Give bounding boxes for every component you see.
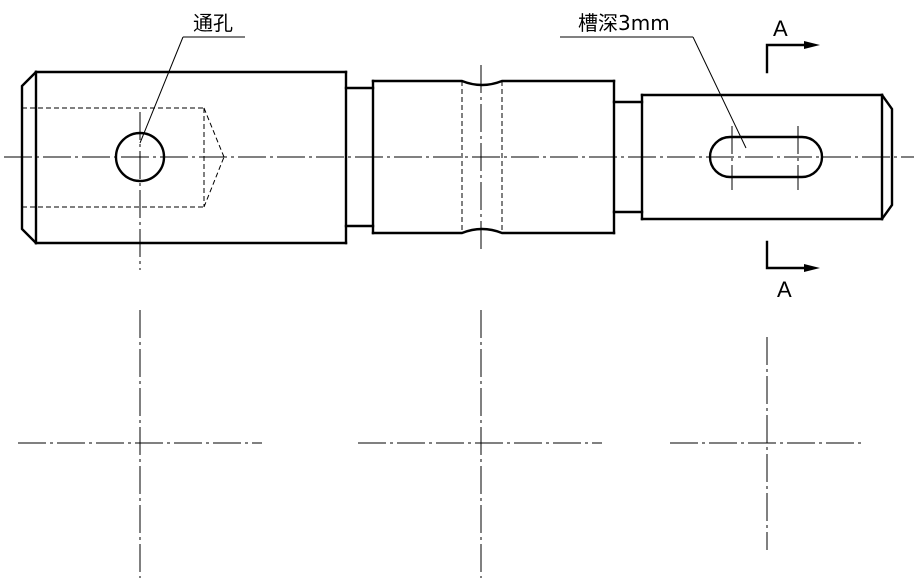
section-letter-top: A xyxy=(773,16,788,41)
left-shaft-section xyxy=(20,70,348,245)
right-shaft-section xyxy=(640,93,894,221)
keyway-slot xyxy=(708,135,824,179)
section-cut-top xyxy=(765,41,820,74)
right-neck xyxy=(612,100,644,214)
section-view-right-centerlines xyxy=(670,337,865,550)
section-view-middle-centerlines xyxy=(358,310,602,578)
section-cut-bottom xyxy=(765,240,820,272)
slot-depth-annotation: 槽深3mm xyxy=(578,11,670,35)
section-letter-bottom: A xyxy=(777,277,792,302)
middle-shaft-section xyxy=(371,79,616,235)
through-hole-leader xyxy=(139,36,245,144)
left-neck xyxy=(344,86,375,228)
through-hole-annotation: 通孔 xyxy=(193,11,233,35)
slot-depth-leader xyxy=(560,36,747,149)
section-view-left-centerlines xyxy=(18,310,262,578)
blind-bore-hidden-lines xyxy=(22,107,225,208)
